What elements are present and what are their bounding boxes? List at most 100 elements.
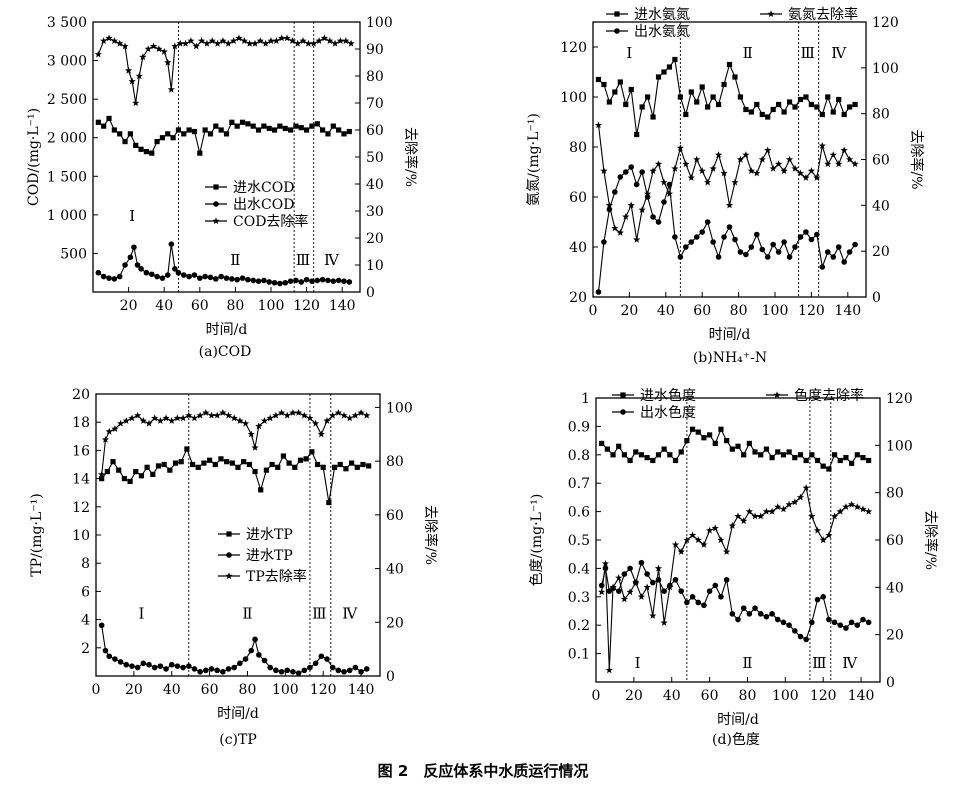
data-point bbox=[615, 574, 623, 581]
y2-tick-label: 30 bbox=[366, 204, 384, 220]
y-tick-label: 4 bbox=[81, 613, 90, 629]
x-tick-label: 40 bbox=[163, 682, 181, 698]
data-point bbox=[252, 636, 258, 643]
data-point bbox=[128, 77, 136, 85]
data-point bbox=[661, 446, 667, 452]
data-point bbox=[601, 81, 607, 88]
data-point bbox=[214, 667, 220, 674]
data-point bbox=[277, 280, 283, 287]
data-point bbox=[775, 449, 781, 455]
series-square bbox=[595, 56, 858, 138]
data-point bbox=[180, 664, 186, 671]
data-point bbox=[693, 234, 700, 240]
y2-tick-label: 40 bbox=[872, 198, 890, 214]
data-point bbox=[769, 611, 775, 617]
data-point bbox=[714, 151, 723, 158]
data-point bbox=[715, 101, 722, 108]
y2-tick-label: 40 bbox=[386, 562, 404, 578]
stage-label: Ⅲ bbox=[801, 44, 815, 62]
data-point bbox=[695, 599, 702, 606]
y-tick-label: 2 bbox=[81, 641, 90, 657]
data-point bbox=[219, 37, 227, 44]
stage-label: Ⅳ bbox=[831, 44, 847, 62]
legend-label: 出水COD bbox=[233, 197, 294, 213]
data-point bbox=[694, 536, 702, 544]
data-point bbox=[847, 500, 856, 508]
data-point bbox=[726, 224, 733, 230]
data-point bbox=[112, 656, 118, 662]
data-point bbox=[181, 131, 187, 137]
data-point bbox=[796, 493, 805, 501]
data-point bbox=[769, 455, 775, 461]
data-point bbox=[271, 127, 278, 133]
data-point bbox=[751, 512, 759, 520]
data-point bbox=[865, 619, 872, 626]
series-square bbox=[599, 426, 872, 472]
data-point bbox=[213, 411, 221, 419]
x-tick-label: 40 bbox=[155, 298, 173, 314]
data-point bbox=[117, 131, 123, 137]
data-point bbox=[797, 234, 804, 240]
data-point bbox=[786, 99, 793, 105]
y2-tick-label: 100 bbox=[872, 61, 899, 77]
data-point bbox=[694, 99, 700, 105]
x-tick-label: 120 bbox=[293, 298, 320, 314]
data-point bbox=[826, 466, 832, 472]
data-point bbox=[724, 438, 730, 444]
y2-tick-label: 0 bbox=[386, 669, 395, 685]
y-tick-label: 10 bbox=[72, 528, 90, 544]
data-point bbox=[643, 583, 651, 591]
data-point bbox=[720, 169, 728, 177]
data-point bbox=[329, 664, 336, 671]
data-point bbox=[197, 275, 203, 281]
series-line bbox=[601, 561, 869, 641]
series-star bbox=[98, 409, 371, 478]
data-point bbox=[763, 613, 770, 620]
data-point bbox=[154, 273, 160, 280]
stage-label: Ⅱ bbox=[230, 251, 240, 269]
data-point bbox=[776, 101, 782, 108]
data-point bbox=[116, 39, 124, 47]
data-point bbox=[683, 536, 691, 544]
data-point bbox=[164, 272, 171, 278]
data-point bbox=[701, 602, 707, 609]
data-point bbox=[729, 611, 736, 617]
data-point bbox=[763, 446, 769, 452]
y-tick-label: 40 bbox=[569, 240, 587, 256]
y2-tick-label: 100 bbox=[886, 438, 913, 454]
data-point bbox=[323, 417, 331, 424]
data-point bbox=[824, 249, 831, 255]
data-point bbox=[144, 464, 150, 470]
x-tick-label: 20 bbox=[625, 688, 643, 704]
panel-caption: (d)色度 bbox=[712, 731, 760, 748]
data-point bbox=[307, 664, 313, 671]
data-point bbox=[310, 39, 318, 47]
data-point bbox=[661, 69, 667, 75]
data-point bbox=[830, 512, 839, 520]
legend-item: 进水氨氮 bbox=[606, 7, 690, 23]
data-point bbox=[175, 127, 182, 133]
data-point bbox=[230, 414, 238, 422]
x-tick-label: 140 bbox=[834, 303, 861, 319]
data-point bbox=[283, 411, 291, 419]
data-point bbox=[330, 123, 336, 129]
stage-label: Ⅳ bbox=[324, 251, 340, 269]
data-point bbox=[360, 461, 366, 468]
data-point bbox=[752, 605, 758, 611]
data-point bbox=[748, 109, 754, 115]
data-point bbox=[191, 666, 198, 672]
x-tick-label: 60 bbox=[191, 298, 209, 314]
data-point bbox=[157, 663, 164, 669]
data-point bbox=[634, 131, 640, 138]
series-line bbox=[601, 427, 869, 470]
data-point bbox=[202, 273, 208, 280]
data-point bbox=[277, 409, 286, 416]
data-point bbox=[289, 409, 297, 416]
data-point bbox=[121, 42, 129, 50]
data-point bbox=[266, 414, 274, 422]
y-tick-label: 3 500 bbox=[47, 15, 87, 31]
data-point bbox=[808, 101, 814, 108]
data-point bbox=[325, 131, 331, 137]
data-point bbox=[780, 167, 788, 175]
data-point bbox=[660, 619, 668, 626]
